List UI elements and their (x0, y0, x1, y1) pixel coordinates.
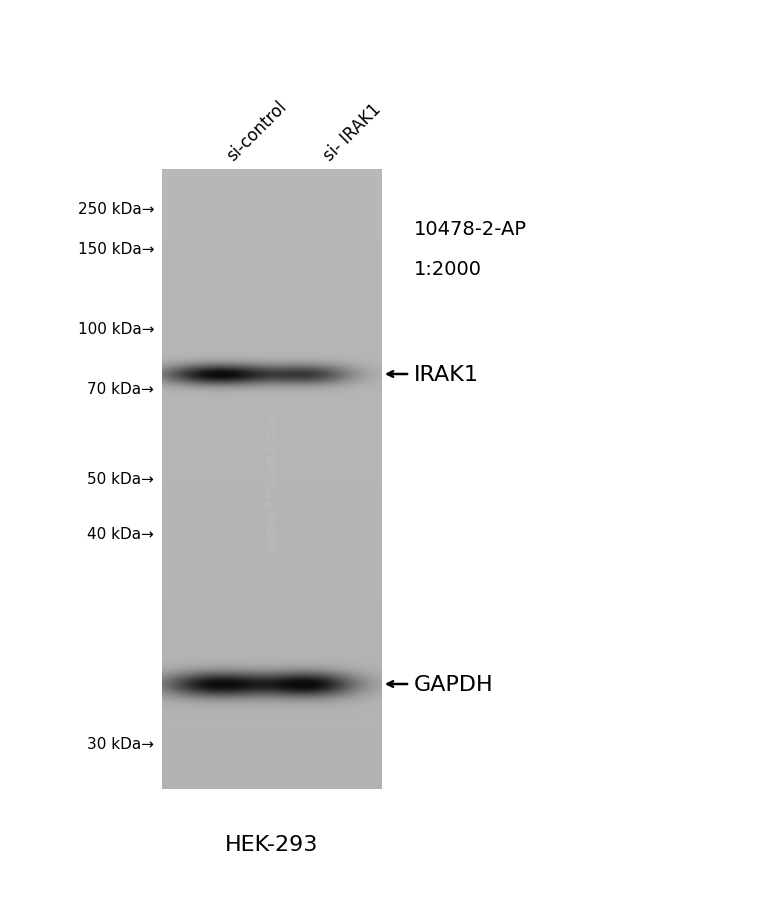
Text: 100 kDa→: 100 kDa→ (77, 322, 154, 337)
Text: 10478-2-AP: 10478-2-AP (414, 220, 527, 239)
Text: IRAK1: IRAK1 (414, 364, 479, 384)
Text: 150 kDa→: 150 kDa→ (77, 243, 154, 257)
Text: 250 kDa→: 250 kDa→ (77, 202, 154, 217)
Text: 40 kDa→: 40 kDa→ (87, 527, 154, 542)
Text: 70 kDa→: 70 kDa→ (87, 382, 154, 397)
Text: WWW.PTGLAB3.COM: WWW.PTGLAB3.COM (265, 407, 278, 552)
Text: GAPDH: GAPDH (414, 675, 494, 695)
Text: HEK-293: HEK-293 (225, 834, 319, 854)
Text: 50 kDa→: 50 kDa→ (87, 472, 154, 487)
Text: 30 kDa→: 30 kDa→ (87, 737, 154, 751)
Text: si-control: si-control (224, 98, 291, 165)
Text: 1:2000: 1:2000 (414, 260, 482, 280)
Text: si- IRAK1: si- IRAK1 (321, 100, 385, 165)
